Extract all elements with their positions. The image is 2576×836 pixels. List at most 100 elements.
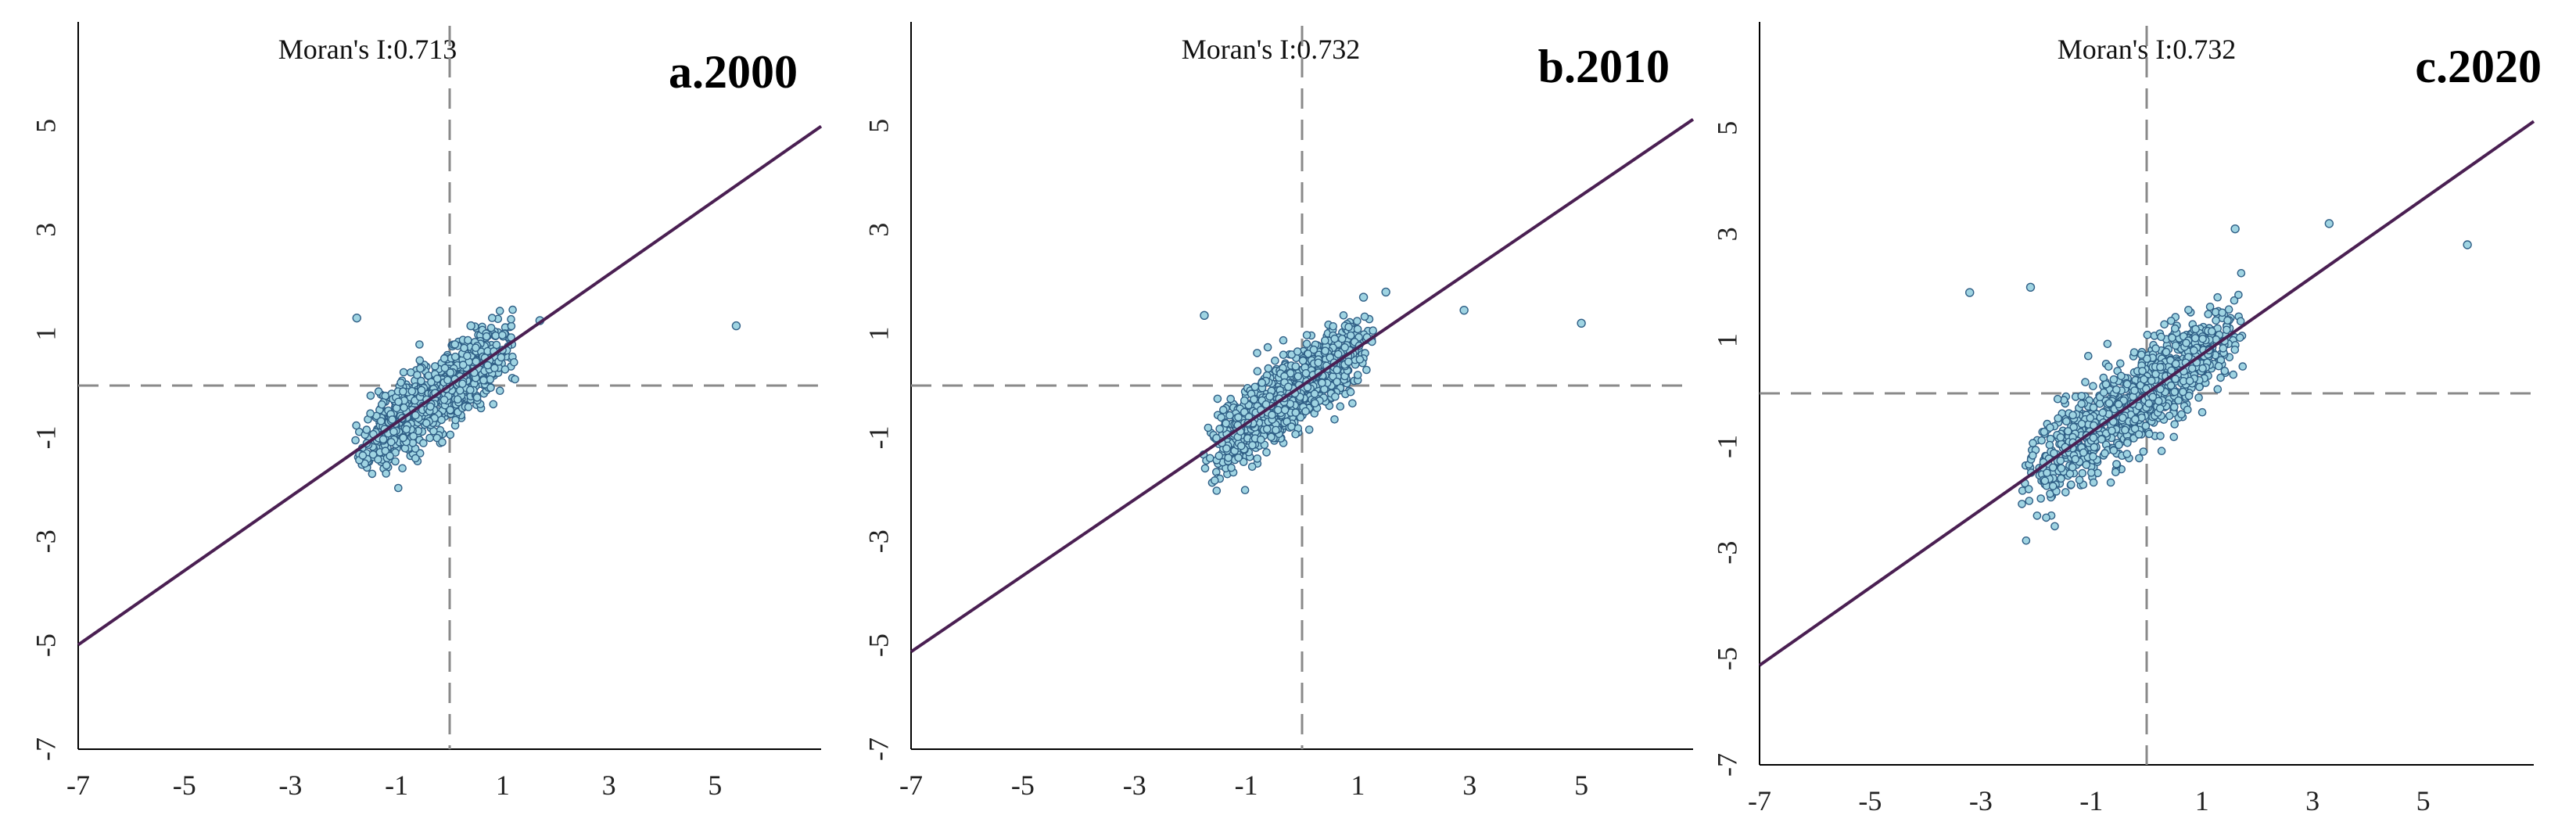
data-point-c <box>2219 344 2228 353</box>
data-point-c <box>2197 407 2207 417</box>
data-point-a <box>402 425 411 434</box>
data-point-b <box>1213 394 1222 404</box>
data-point-b <box>1353 371 1362 379</box>
data-point-a <box>507 314 515 324</box>
data-point-a <box>411 411 420 420</box>
data-point-c <box>2230 345 2240 354</box>
data-point-c <box>2205 302 2215 311</box>
data-point-a <box>486 383 495 393</box>
data-point-b <box>1333 377 1341 386</box>
y-tick-label-b: -3 <box>863 529 894 553</box>
data-point-c <box>2214 361 2223 371</box>
data-point-c <box>2224 305 2233 314</box>
data-point-c <box>2101 380 2111 389</box>
data-point-b <box>1339 310 1348 320</box>
outlier-point-c <box>2025 282 2036 292</box>
data-point-c <box>2171 359 2180 368</box>
data-point-c <box>2106 478 2115 487</box>
data-point-a <box>417 376 425 386</box>
y-tick-label-b: -7 <box>863 737 894 761</box>
data-point-c <box>2185 376 2194 386</box>
data-point-b <box>1304 425 1314 434</box>
data-point-a <box>411 454 420 463</box>
data-point-b <box>1222 444 1231 453</box>
data-point-c <box>2075 475 2084 485</box>
data-point-c <box>2090 443 2099 452</box>
data-point-a <box>366 409 375 418</box>
data-point-c <box>2098 408 2108 418</box>
data-point-a <box>491 331 500 340</box>
data-point-c <box>2138 367 2147 375</box>
y-tick-label-b: 5 <box>863 119 894 133</box>
data-point-c <box>2183 405 2192 414</box>
data-point-a <box>426 402 435 411</box>
panel-label-b: b.2010 <box>1538 41 1670 92</box>
x-tick-label-c: 1 <box>2195 785 2209 816</box>
data-point-a <box>407 386 417 396</box>
data-point-c <box>2169 432 2179 442</box>
data-point-c <box>2048 482 2058 490</box>
data-point-a <box>422 418 431 428</box>
data-point-b <box>1284 382 1293 392</box>
data-point-a <box>486 323 496 332</box>
data-point-c <box>2025 497 2034 505</box>
data-point-c <box>2143 330 2152 339</box>
data-point-c <box>2236 317 2245 326</box>
data-point-a <box>458 379 467 389</box>
y-tick-label-c: -3 <box>1711 541 1742 565</box>
data-point-c <box>2169 403 2179 411</box>
data-point-b <box>1369 326 1377 335</box>
data-point-b <box>1353 317 1362 325</box>
data-point-a <box>498 331 507 339</box>
y-tick-label-a: -1 <box>30 425 61 449</box>
x-tick-label-b: -3 <box>1123 770 1146 801</box>
data-point-c <box>2234 290 2243 300</box>
data-point-b <box>1253 454 1261 463</box>
data-point-c <box>2108 426 2116 436</box>
outlier-point-b <box>1459 305 1469 315</box>
regression-line-b <box>909 117 1695 654</box>
data-point-c <box>2190 346 2198 355</box>
data-point-b <box>1212 486 1222 495</box>
data-point-c <box>2061 417 2071 426</box>
data-point-c <box>2160 320 2169 329</box>
data-point-a <box>472 393 482 402</box>
data-point-c <box>2129 348 2139 357</box>
data-point-c <box>2103 339 2112 349</box>
data-point-a <box>453 395 462 404</box>
data-point-a <box>460 343 468 353</box>
data-point-c <box>2122 379 2132 389</box>
data-point-b <box>1355 355 1365 364</box>
data-point-c <box>2170 387 2179 396</box>
y-tick-label-b: -1 <box>863 425 894 449</box>
data-point-b <box>1211 476 1219 485</box>
data-point-b <box>1360 312 1369 321</box>
data-point-c <box>2115 440 2123 450</box>
data-point-b <box>1265 392 1274 401</box>
data-point-b <box>1279 335 1288 345</box>
y-tick-label-c: 5 <box>1711 121 1742 135</box>
data-point-c <box>2229 370 2238 379</box>
data-point-a <box>439 354 449 363</box>
data-point-c <box>2157 447 2166 456</box>
data-point-c <box>2187 364 2197 373</box>
data-point-b <box>1279 350 1288 360</box>
data-point-a <box>508 305 517 314</box>
data-point-c <box>2198 334 2207 343</box>
data-point-c <box>2024 485 2033 493</box>
data-point-a <box>450 352 460 361</box>
data-point-a <box>352 421 361 430</box>
data-point-c <box>2086 468 2096 477</box>
x-tick-label-a: 5 <box>708 770 722 801</box>
data-point-c <box>2053 394 2062 404</box>
data-point-a <box>393 483 403 493</box>
data-point-c <box>2213 292 2222 302</box>
data-point-c <box>2170 420 2179 429</box>
data-point-c <box>2147 376 2156 386</box>
data-point-b <box>1340 343 1349 352</box>
x-tick-label-a: -7 <box>66 770 90 801</box>
x-tick-label-a: -3 <box>278 770 302 801</box>
data-point-a <box>489 400 498 409</box>
data-point-a <box>379 435 388 444</box>
